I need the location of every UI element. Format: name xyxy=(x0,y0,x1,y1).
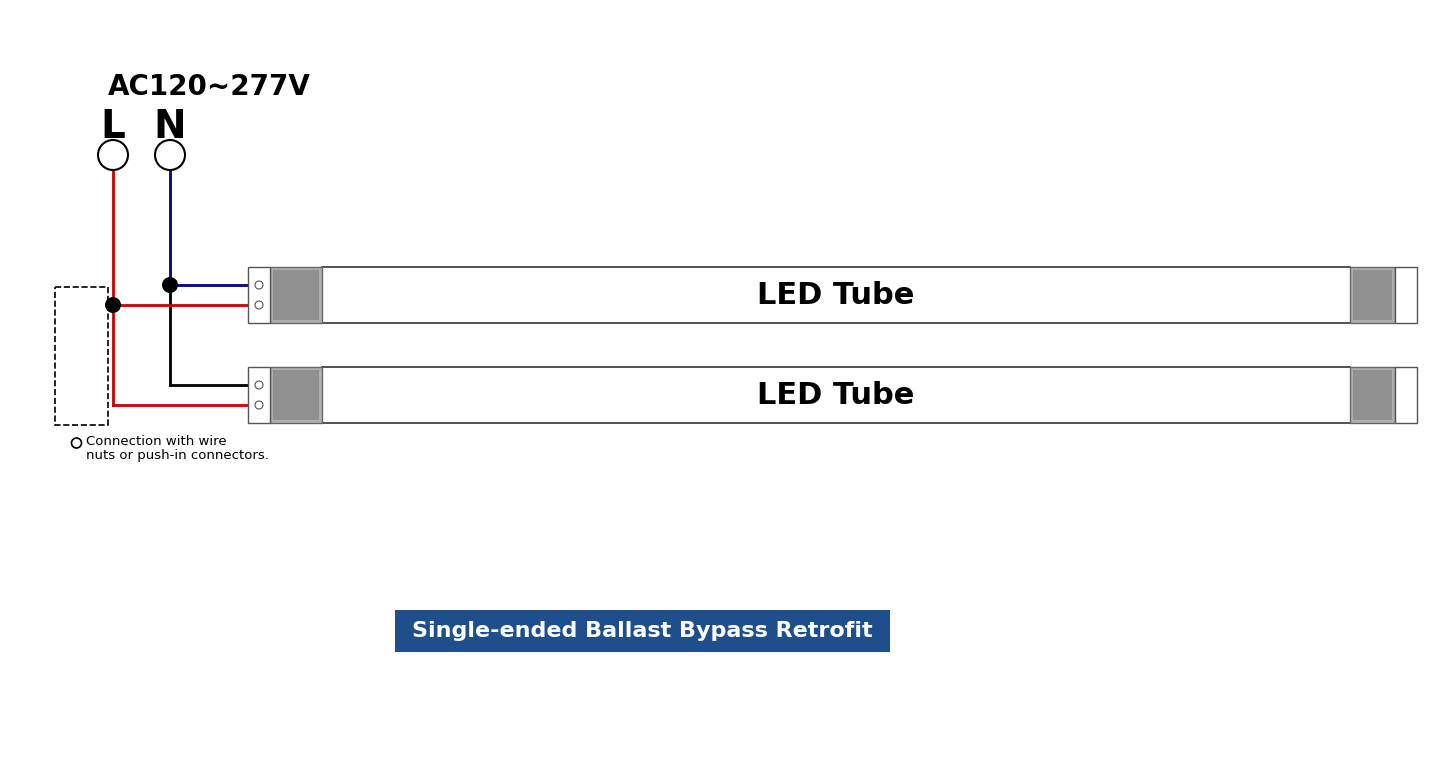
Bar xyxy=(249,367,270,423)
Text: nuts or push-in connectors.: nuts or push-in connectors. xyxy=(87,449,269,462)
Circle shape xyxy=(106,297,121,313)
Circle shape xyxy=(254,401,263,409)
Bar xyxy=(55,287,108,425)
Bar xyxy=(1351,367,1395,423)
Bar xyxy=(395,610,889,652)
Text: LED Tube: LED Tube xyxy=(758,380,915,409)
Bar xyxy=(1395,367,1417,423)
Circle shape xyxy=(71,438,81,448)
Text: LED Tube: LED Tube xyxy=(758,280,915,310)
Bar xyxy=(1395,267,1417,323)
Text: AC120~277V: AC120~277V xyxy=(108,73,311,101)
Text: Single-ended Ballast Bypass Retrofit: Single-ended Ballast Bypass Retrofit xyxy=(412,621,873,641)
Text: L: L xyxy=(101,108,126,146)
Bar xyxy=(1351,267,1395,323)
Bar xyxy=(273,270,320,320)
Bar xyxy=(249,267,270,323)
Circle shape xyxy=(155,140,185,170)
Circle shape xyxy=(254,381,263,389)
Bar xyxy=(273,370,320,420)
Circle shape xyxy=(162,277,178,293)
Circle shape xyxy=(98,140,129,170)
Bar xyxy=(270,267,322,323)
Circle shape xyxy=(254,301,263,309)
Bar xyxy=(270,367,322,423)
Text: Connection with wire: Connection with wire xyxy=(87,435,227,448)
Bar xyxy=(1353,270,1392,320)
Text: N: N xyxy=(153,108,187,146)
Bar xyxy=(1353,370,1392,420)
Circle shape xyxy=(254,281,263,289)
